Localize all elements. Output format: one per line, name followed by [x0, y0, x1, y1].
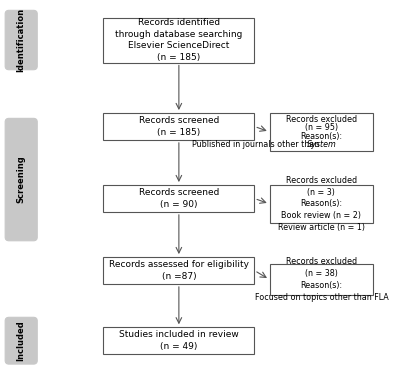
Text: Identification: Identification [17, 8, 26, 72]
Text: Screening: Screening [17, 156, 26, 204]
FancyBboxPatch shape [5, 10, 37, 70]
Text: Records excluded: Records excluded [286, 115, 357, 124]
Text: Records identified
through database searching
Elsevier ScienceDirect
(n = 185): Records identified through database sear… [115, 18, 242, 62]
Text: Reason(s):: Reason(s): [300, 132, 342, 141]
FancyBboxPatch shape [270, 185, 373, 223]
Text: Records excluded
(n = 3)
Reason(s):
Book review (n = 2)
Review article (n = 1): Records excluded (n = 3) Reason(s): Book… [278, 176, 365, 232]
FancyBboxPatch shape [103, 185, 254, 212]
Text: Records assessed for eligibility
(n =87): Records assessed for eligibility (n =87) [109, 260, 249, 281]
Text: Records screened
(n = 90): Records screened (n = 90) [139, 188, 219, 209]
FancyBboxPatch shape [5, 118, 37, 241]
FancyBboxPatch shape [103, 327, 254, 354]
Text: System: System [306, 140, 336, 149]
FancyBboxPatch shape [103, 113, 254, 140]
FancyBboxPatch shape [5, 317, 37, 364]
FancyBboxPatch shape [103, 257, 254, 284]
FancyBboxPatch shape [270, 264, 373, 295]
Text: Studies included in review
(n = 49): Studies included in review (n = 49) [119, 330, 239, 351]
FancyBboxPatch shape [103, 17, 254, 63]
Text: Records excluded
(n = 38)
Reason(s):
Focused on topics other than FLA: Records excluded (n = 38) Reason(s): Foc… [254, 257, 388, 302]
Text: Published in journals other than: Published in journals other than [192, 140, 322, 149]
Text: Included: Included [17, 320, 26, 361]
FancyBboxPatch shape [270, 113, 373, 151]
Text: (n = 95): (n = 95) [305, 123, 338, 132]
Text: Records screened
(n = 185): Records screened (n = 185) [139, 116, 219, 137]
